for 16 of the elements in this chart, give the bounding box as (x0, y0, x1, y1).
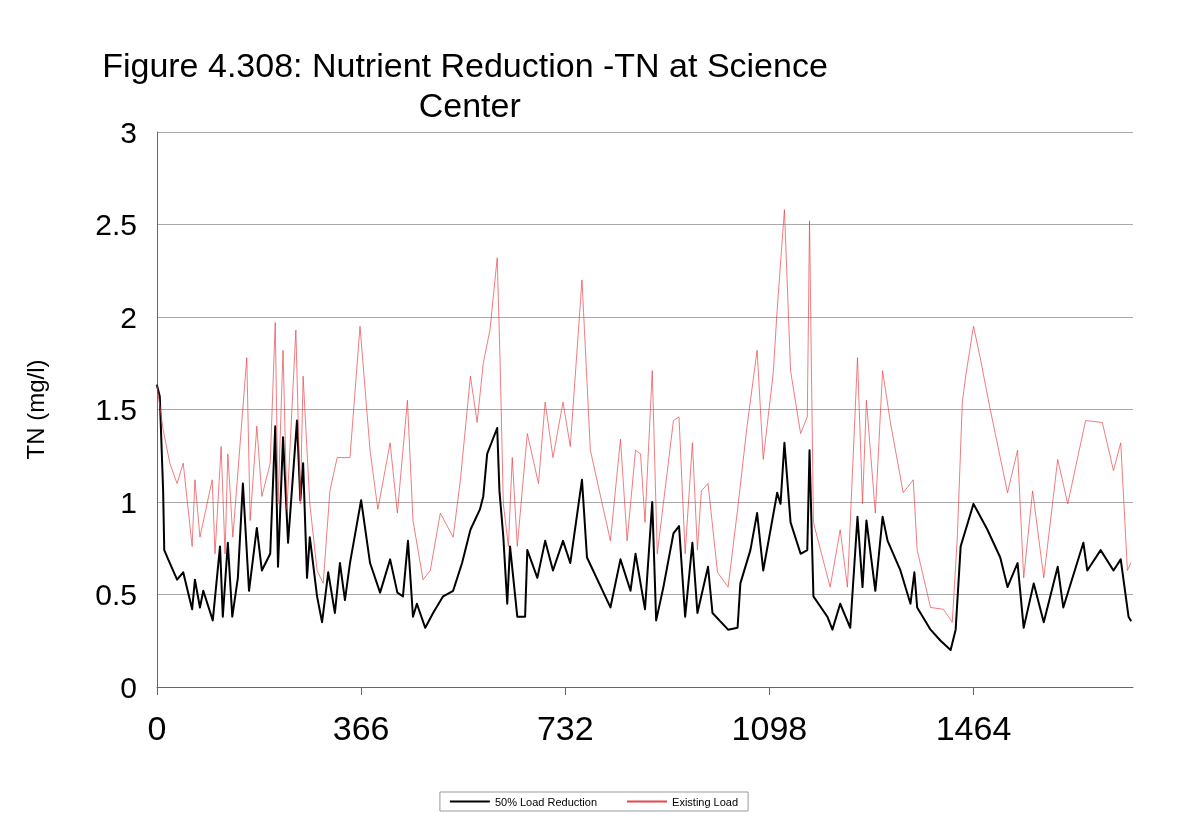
y-axis-title: TN (mg/l) (21, 359, 49, 460)
line-series (156, 384, 1132, 651)
x-tick-label: 0 (147, 709, 167, 747)
x-tick-label: 1464 (935, 709, 1012, 747)
y-tick-label: 1.5 (95, 393, 137, 426)
legend-label: Existing Load (672, 795, 739, 808)
y-tick-label: 1 (120, 485, 137, 519)
y-tick-label: 0 (120, 670, 137, 704)
x-tick-label: 1098 (731, 709, 808, 747)
line-series (156, 209, 1132, 623)
x-tick-label: 366 (332, 709, 390, 747)
y-tick-label: 2.5 (95, 208, 137, 241)
x-tick-label: 732 (536, 709, 594, 747)
y-tick-label: 2 (120, 300, 137, 334)
legend-label: 50% Load Reduction (494, 795, 598, 808)
y-tick-label: 0.5 (95, 578, 137, 611)
